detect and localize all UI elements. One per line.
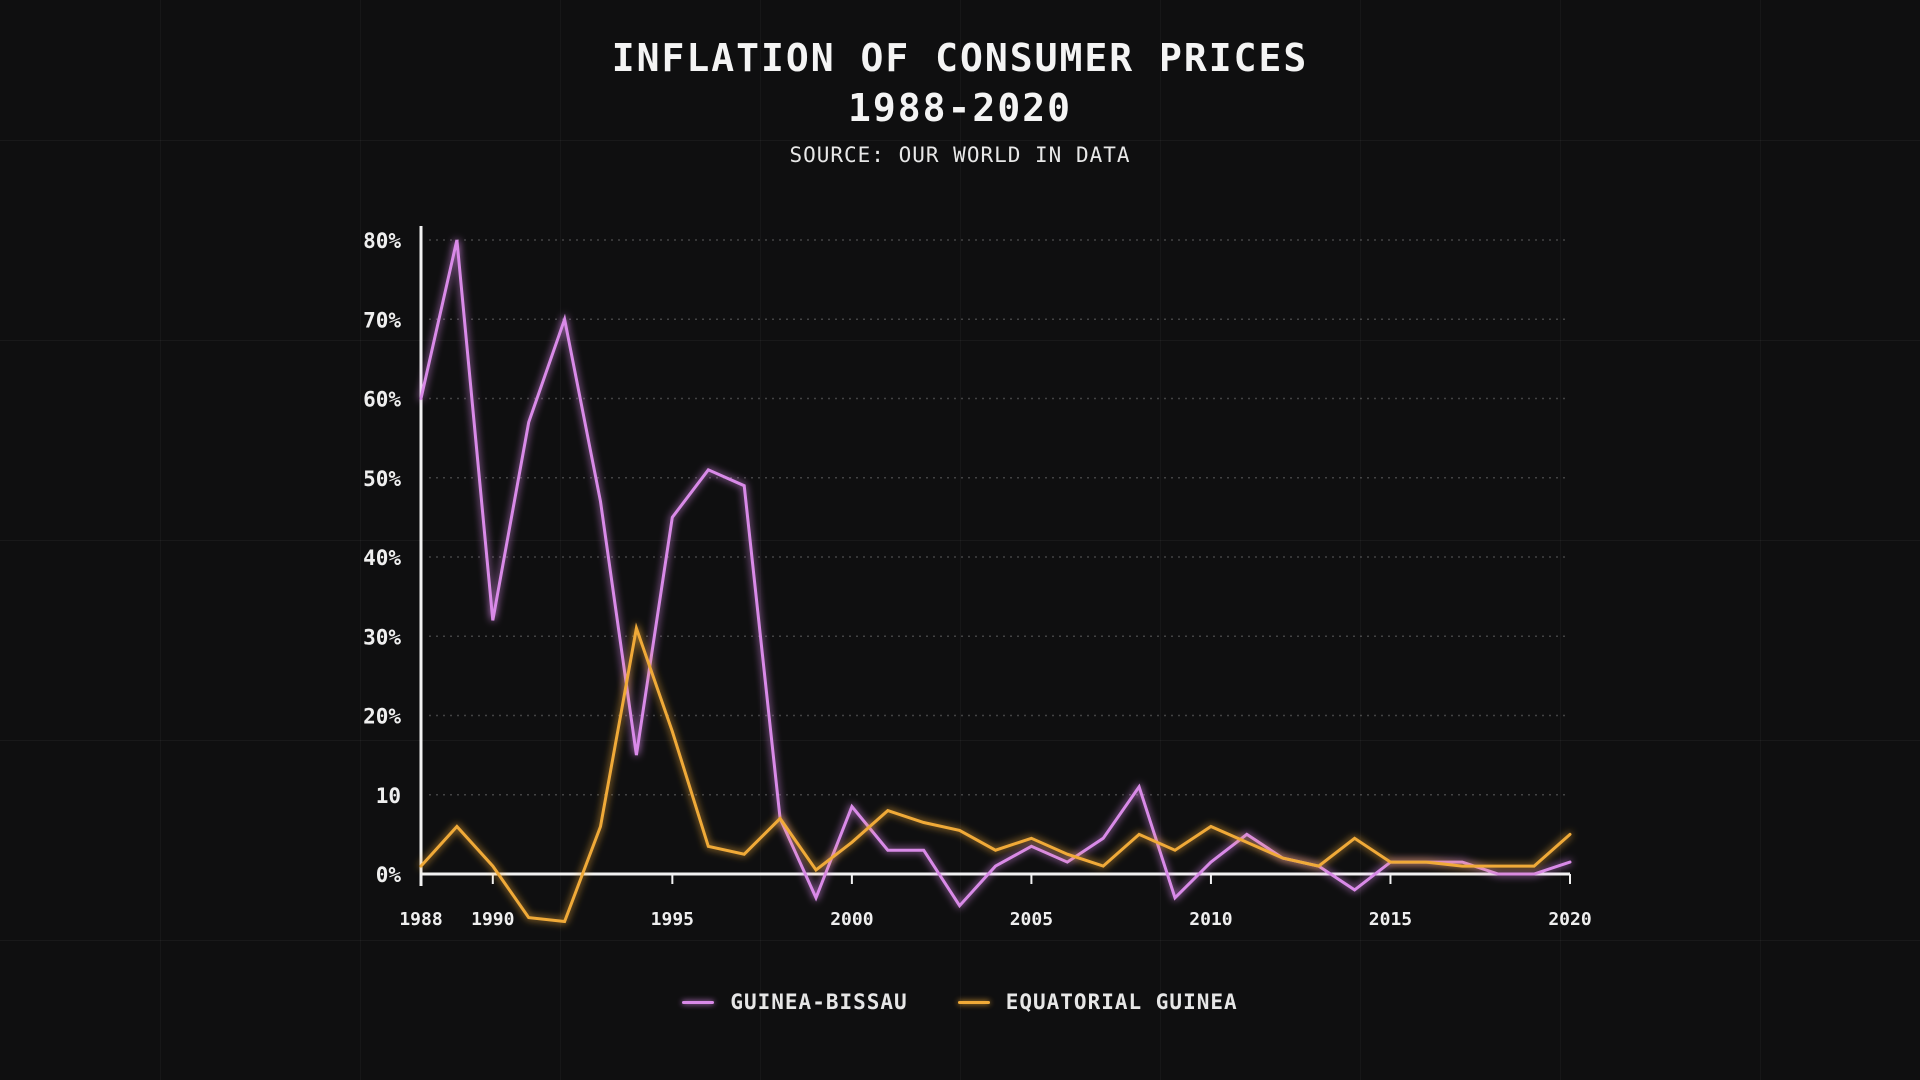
series-line-guinea-bissau: [419, 239, 1572, 909]
x-tick-label-2005: 2005: [1010, 909, 1053, 930]
gridlines: [429, 239, 1570, 796]
legend-label-guinea-bissau: GUINEA-BISSAU: [730, 990, 908, 1014]
y-tick-label-40: 40%: [363, 546, 401, 570]
legend-item-guinea-bissau: GUINEA-BISSAU: [682, 990, 907, 1014]
y-tick-label-70: 70%: [363, 308, 401, 332]
x-tick-label-1990: 1990: [471, 909, 514, 930]
x-tick-label-2020: 2020: [1548, 909, 1591, 930]
legend-item-equatorial-guinea: EQUATORIAL GUINEA: [957, 990, 1238, 1014]
axes: [419, 226, 1571, 886]
tick-labels: 0% 10 20% 30% 40% 50% 60% 70% 80% 1988 1990 1995 200…: [363, 229, 1592, 930]
y-tick-label-80: 80%: [363, 229, 401, 253]
x-tick-label-1988: 1988: [399, 909, 442, 930]
legend-swatch-guinea-bissau: [682, 1000, 715, 1004]
x-tick-label-2015: 2015: [1369, 909, 1412, 930]
legend: GUINEA-BISSAU EQUATORIAL GUINEA: [0, 990, 1920, 1014]
series-line-equatorial-guinea: [419, 622, 1572, 924]
y-tick-label-0: 0%: [376, 863, 402, 887]
y-tick-label-50: 50%: [363, 467, 401, 491]
legend-label-equatorial-guinea: EQUATORIAL GUINEA: [1005, 990, 1238, 1014]
y-tick-label-30: 30%: [363, 625, 401, 649]
y-tick-label-60: 60%: [363, 388, 401, 412]
x-tick-label-1995: 1995: [651, 909, 694, 930]
x-tick-label-2010: 2010: [1189, 909, 1232, 930]
series-lines: [419, 239, 1572, 924]
y-tick-label-20: 20%: [363, 705, 401, 729]
chart-title-line-1: INFLATION OF CONSUMER PRICES: [611, 36, 1309, 80]
chart-subtitle: SOURCE: OUR WORLD IN DATA: [789, 143, 1131, 167]
chart-title-line-2: 1988-2020: [848, 86, 1072, 130]
x-tick-label-2000: 2000: [830, 909, 873, 930]
y-tick-label-10: 10: [376, 784, 401, 808]
legend-swatch-equatorial-guinea: [957, 1000, 990, 1004]
